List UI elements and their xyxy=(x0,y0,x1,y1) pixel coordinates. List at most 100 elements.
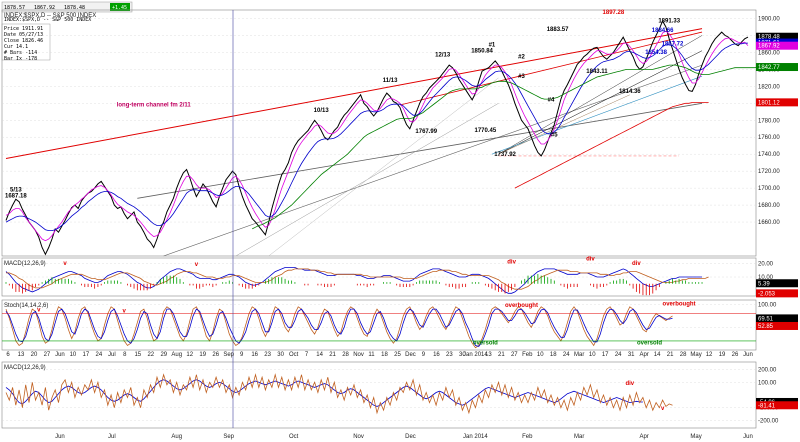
x-tick-label: Jun xyxy=(55,352,65,358)
panel-title: INDEX:$SPX,D -- S&P 500 INDEX xyxy=(4,13,96,19)
annotation: 1843.11 xyxy=(586,69,608,75)
x-month-label: Nov xyxy=(353,434,364,440)
x-tick-label: Dec xyxy=(405,352,416,358)
panel-title: Stoch(14,14,2,6) xyxy=(4,303,48,309)
x-axis: 6 13 20 27 Jun Jun 10 17 24 Jul Jul 8 15 22 29 Aug Aug 12… xyxy=(6,352,753,440)
x-tick-label: 11 xyxy=(368,352,375,358)
x-tick-label: 10 xyxy=(537,352,544,358)
annotation: v xyxy=(195,262,199,268)
y-tick-label: 100.00 xyxy=(758,380,777,386)
x-tick-label: 19 xyxy=(719,352,726,358)
x-tick-label: 21 xyxy=(667,352,674,358)
series-line-signal xyxy=(5,373,673,415)
chart-header: 1878.57 1867.92 1878.48 +1.45 INDEX:$SPX… xyxy=(1,1,133,23)
x-month-label: Mar xyxy=(574,434,584,440)
y-tick-label: 1740.00 xyxy=(758,152,780,158)
x-tick-label: 18 xyxy=(381,352,388,358)
x-tick-label: 9 xyxy=(422,352,426,358)
x-tick-label: Jan 2014 xyxy=(463,352,488,358)
x-tick-label: 25 xyxy=(394,352,401,358)
toolbar-value-3: +1.45 xyxy=(112,5,127,11)
x-month-label: Jun xyxy=(55,434,65,440)
x-tick-label: 9 xyxy=(240,352,244,358)
x-tick-label: 22 xyxy=(147,352,154,358)
x-tick-label: 13 xyxy=(485,352,492,358)
x-month-label: Jun xyxy=(743,434,753,440)
annotation: 1850.84 xyxy=(471,48,493,54)
right-value-box xyxy=(756,401,798,410)
x-month-label: May xyxy=(690,434,701,440)
x-tick-label: 24 xyxy=(563,352,570,358)
annotation: overbought xyxy=(663,301,696,307)
x-tick-label: 28 xyxy=(680,352,687,358)
y-tick-label: 1700.00 xyxy=(758,186,780,192)
panel-price: 1900.001880.001860.001840.001820.001800.… xyxy=(1,9,798,257)
right-value-label: 1867.92 xyxy=(758,44,780,50)
right-value-box xyxy=(756,32,798,41)
x-tick-label: May xyxy=(690,352,701,358)
x-tick-label: Nov xyxy=(353,352,364,358)
series-line-ma-slow xyxy=(252,64,758,230)
x-tick-label: 12 xyxy=(706,352,713,358)
x-tick-label: 13 xyxy=(18,352,25,358)
x-tick-label: 15 xyxy=(134,352,141,358)
x-tick-label: 23 xyxy=(446,352,453,358)
x-month-label: Jan 2014 xyxy=(463,434,488,440)
right-value-label: 69.51 xyxy=(758,316,774,322)
y-tick-label: 100.00 xyxy=(758,303,777,309)
annotation: #1 xyxy=(489,42,496,48)
annotation: 12/13 xyxy=(435,53,451,59)
annotation: 1814.36 xyxy=(619,89,641,95)
channel-line xyxy=(498,94,630,155)
channel-line xyxy=(163,64,703,257)
x-month-label: Oct xyxy=(289,434,299,440)
x-tick-label: 19 xyxy=(199,352,206,358)
x-tick-label: 29 xyxy=(160,352,167,358)
annotation: oversold xyxy=(637,341,662,347)
annotation: #5 xyxy=(551,132,558,138)
right-value-label: 1878.48 xyxy=(758,35,780,41)
series-line-signal xyxy=(6,268,709,290)
right-value-box xyxy=(756,98,798,107)
series-line-ma-fast xyxy=(5,30,749,242)
right-value-box xyxy=(756,314,798,323)
panel-macd2: 200.00100.00-100.00-200.00-54.96-81.41di… xyxy=(1,361,798,429)
panel-frame xyxy=(1,361,757,429)
annotation: 1867.72 xyxy=(662,42,684,48)
annotation: 1854.38 xyxy=(645,50,667,56)
panel-title: MACD(12,26,9) xyxy=(4,261,46,267)
annotation: 1891.33 xyxy=(658,19,680,25)
x-tick-label: 16 xyxy=(433,352,440,358)
right-value-label: 5.39 xyxy=(758,281,770,287)
chart-title: INDEX:$SPX,D -- S&P 500 INDEX xyxy=(4,17,91,23)
toolbar-strip xyxy=(1,1,133,13)
x-tick-label: Sep xyxy=(223,352,234,358)
annotation: #4 xyxy=(548,98,555,104)
y-tick-label: 1860.00 xyxy=(758,50,780,56)
right-value-label: 52.85 xyxy=(758,324,774,330)
toolbar-value-0: 1878.57 xyxy=(4,5,25,11)
data-window-box xyxy=(1,23,51,61)
right-value-label: -2.053 xyxy=(758,291,776,297)
x-tick-label: Mar xyxy=(574,352,584,358)
right-value-box xyxy=(756,279,798,288)
y-tick-label: -200.00 xyxy=(758,418,779,424)
x-tick-label: 10 xyxy=(70,352,77,358)
x-tick-label: 31 xyxy=(628,352,635,358)
right-value-label: -81.41 xyxy=(758,403,776,409)
x-month-label: Jul xyxy=(108,434,116,440)
annotation: overbought xyxy=(505,303,538,309)
x-tick-label: Jun xyxy=(743,352,753,358)
x-tick-label: 27 xyxy=(511,352,518,358)
series-line-ma-mid xyxy=(5,42,748,231)
x-month-label: Sep xyxy=(223,434,234,440)
right-value-box xyxy=(756,321,798,330)
x-tick-label: 20 xyxy=(31,352,38,358)
data-window: Price 1911.91 Date 05/27/13 Close 1826.4… xyxy=(1,23,51,62)
x-tick-label: 18 xyxy=(550,352,557,358)
annotation: v xyxy=(123,309,127,315)
data-window-line-2: Close 1826.46 xyxy=(4,38,43,44)
x-tick-label: 12 xyxy=(186,352,193,358)
annotation: oversold xyxy=(473,341,498,347)
